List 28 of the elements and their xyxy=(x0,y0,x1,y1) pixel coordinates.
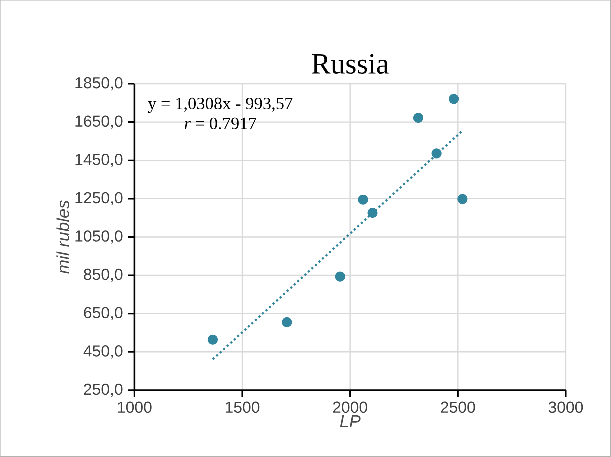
y-tick-label: 450,0 xyxy=(84,346,123,359)
point xyxy=(282,317,292,328)
point xyxy=(368,208,378,218)
y-tick-label: 850,0 xyxy=(84,268,123,282)
point xyxy=(413,113,424,124)
y-tick-label: 1650,0 xyxy=(76,116,123,129)
point xyxy=(432,148,442,159)
annotation: r = 0.7917 xyxy=(184,118,256,130)
annotation: y = 1,0308x - 993,57 xyxy=(148,98,293,114)
y-tick-label: 1250,0 xyxy=(76,192,123,206)
y-axis-title: mil rubles xyxy=(56,200,70,274)
x-tick-label: 1500 xyxy=(226,402,260,414)
x-tick-label: 2000 xyxy=(333,402,368,414)
x-tick-label: 2500 xyxy=(441,402,476,414)
y-tick-label: 1850,0 xyxy=(76,77,123,91)
point xyxy=(358,194,368,205)
x-tick-label: 1000 xyxy=(118,402,152,414)
chart-title: Russia xyxy=(312,54,389,74)
x-axis-title: LP xyxy=(340,416,361,428)
y-tick-label: 1050,0 xyxy=(76,230,123,244)
x-tick-label: 3000 xyxy=(548,402,584,414)
y-tick-label: 1450,0 xyxy=(76,154,123,168)
point xyxy=(448,94,460,104)
point xyxy=(208,334,218,345)
point xyxy=(335,272,346,282)
point xyxy=(458,194,468,204)
y-tick-label: 250,0 xyxy=(84,384,123,398)
y-tick-label: 650,0 xyxy=(84,307,123,320)
